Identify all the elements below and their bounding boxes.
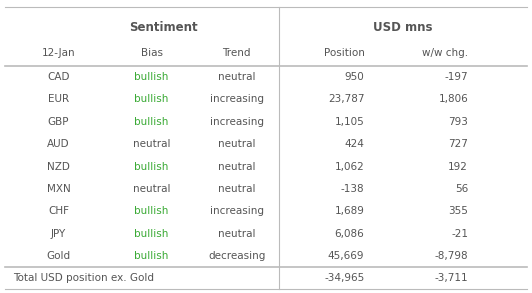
Text: bullish: bullish <box>135 72 169 82</box>
Text: EUR: EUR <box>48 94 69 105</box>
Text: 6,086: 6,086 <box>335 229 364 239</box>
Text: 1,062: 1,062 <box>335 161 364 172</box>
Text: Sentiment: Sentiment <box>129 21 198 34</box>
Text: increasing: increasing <box>210 206 264 216</box>
Text: 793: 793 <box>448 117 468 127</box>
Text: AUD: AUD <box>47 139 70 149</box>
Text: neutral: neutral <box>218 161 255 172</box>
Text: neutral: neutral <box>218 139 255 149</box>
Text: bullish: bullish <box>135 251 169 261</box>
Text: MXN: MXN <box>47 184 70 194</box>
Text: Trend: Trend <box>222 48 251 58</box>
Text: neutral: neutral <box>218 184 255 194</box>
Text: bullish: bullish <box>135 229 169 239</box>
Text: bullish: bullish <box>135 206 169 216</box>
Text: neutral: neutral <box>133 139 170 149</box>
Text: -197: -197 <box>445 72 468 82</box>
Text: CHF: CHF <box>48 206 69 216</box>
Text: neutral: neutral <box>218 229 255 239</box>
Text: decreasing: decreasing <box>208 251 265 261</box>
Text: 23,787: 23,787 <box>328 94 364 105</box>
Text: CAD: CAD <box>47 72 70 82</box>
Text: Total USD position ex. Gold: Total USD position ex. Gold <box>13 273 154 283</box>
Text: Gold: Gold <box>46 251 71 261</box>
Text: GBP: GBP <box>48 117 69 127</box>
Text: 1,806: 1,806 <box>438 94 468 105</box>
Text: w/w chg.: w/w chg. <box>422 48 468 58</box>
Text: bullish: bullish <box>135 117 169 127</box>
Text: -21: -21 <box>451 229 468 239</box>
Text: 45,669: 45,669 <box>328 251 364 261</box>
Text: -3,711: -3,711 <box>435 273 468 283</box>
Text: bullish: bullish <box>135 94 169 105</box>
Text: -8,798: -8,798 <box>435 251 468 261</box>
Text: 424: 424 <box>345 139 364 149</box>
Text: 56: 56 <box>455 184 468 194</box>
Text: 355: 355 <box>448 206 468 216</box>
Text: Position: Position <box>323 48 364 58</box>
Text: 727: 727 <box>448 139 468 149</box>
Text: 950: 950 <box>345 72 364 82</box>
Text: Bias: Bias <box>140 48 163 58</box>
Text: NZD: NZD <box>47 161 70 172</box>
Text: USD mns: USD mns <box>373 21 433 34</box>
Text: neutral: neutral <box>133 184 170 194</box>
Text: 192: 192 <box>448 161 468 172</box>
Text: increasing: increasing <box>210 117 264 127</box>
Text: 1,105: 1,105 <box>335 117 364 127</box>
Text: JPY: JPY <box>51 229 66 239</box>
Text: 12-Jan: 12-Jan <box>41 48 76 58</box>
Text: increasing: increasing <box>210 94 264 105</box>
Text: -34,965: -34,965 <box>324 273 364 283</box>
Text: -138: -138 <box>341 184 364 194</box>
Text: bullish: bullish <box>135 161 169 172</box>
Text: 1,689: 1,689 <box>335 206 364 216</box>
Text: neutral: neutral <box>218 72 255 82</box>
